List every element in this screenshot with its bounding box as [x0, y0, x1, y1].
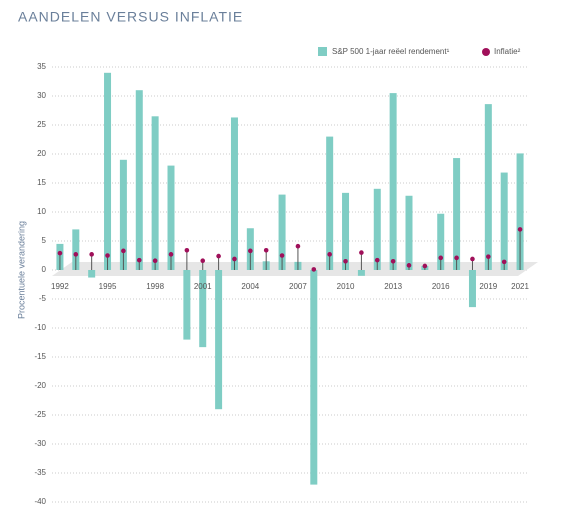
legend-swatch: [318, 47, 327, 56]
bar: [119, 159, 127, 270]
x-tick-label: 2013: [384, 282, 402, 291]
inflation-dot: [57, 250, 63, 256]
bar: [199, 270, 207, 348]
x-tick-label: 2001: [194, 282, 212, 291]
x-tick-label: 2021: [511, 282, 529, 291]
legend-label: S&P 500 1-jaar reëel rendement¹: [332, 47, 450, 56]
bar: [373, 188, 381, 270]
y-tick-label: -5: [39, 294, 47, 303]
inflation-dot: [232, 256, 237, 262]
y-tick-label: 30: [37, 91, 46, 100]
y-tick-label: 25: [37, 120, 46, 129]
bar: [183, 270, 191, 340]
bar: [516, 153, 524, 270]
inflation-dot: [359, 250, 364, 255]
bar: [437, 213, 445, 270]
bar: [310, 270, 318, 485]
y-tick-label: -30: [34, 439, 46, 448]
x-tick-label: 1992: [51, 282, 69, 291]
inflation-dot: [422, 263, 428, 269]
y-tick-label: 0: [42, 265, 47, 274]
bar: [151, 116, 159, 270]
inflation-dot: [216, 253, 221, 259]
inflation-dot: [73, 252, 79, 257]
inflation-dot: [311, 267, 317, 272]
y-tick-label: -10: [34, 323, 46, 332]
y-tick-label: -35: [34, 468, 46, 477]
inflation-dot: [406, 263, 412, 268]
bar: [342, 192, 350, 270]
inflation-dot: [248, 248, 253, 254]
inflation-dot: [136, 257, 142, 263]
x-tick-label: 1995: [99, 282, 117, 291]
y-tick-label: 5: [42, 236, 47, 245]
inflation-dot: [89, 252, 94, 257]
x-tick-label: 2004: [241, 282, 259, 291]
inflation-dot: [295, 243, 301, 249]
inflation-dot: [105, 253, 110, 258]
x-tick-label: 2019: [479, 282, 497, 291]
bar: [167, 165, 175, 270]
inflation-dot: [470, 256, 475, 262]
bar: [88, 270, 96, 278]
inflation-dot: [501, 259, 507, 265]
inflation-dot: [168, 252, 174, 257]
bar: [389, 93, 397, 270]
x-tick-label: 1998: [146, 282, 164, 291]
inflation-dot: [374, 257, 380, 263]
y-axis-label: Procentuele verandering: [16, 221, 26, 319]
bar: [278, 194, 286, 270]
bar: [468, 270, 476, 308]
y-tick-label: -25: [34, 410, 46, 419]
y-tick-label: 15: [37, 178, 46, 187]
bar: [500, 172, 508, 270]
legend-swatch: [482, 48, 490, 56]
bar: [230, 117, 238, 271]
bar: [72, 229, 80, 270]
legend-label: Inflatie²: [494, 47, 521, 56]
y-tick-label: -20: [34, 381, 46, 390]
inflation-dot: [438, 255, 444, 261]
y-tick-label: -40: [34, 497, 46, 506]
x-tick-label: 2016: [432, 282, 450, 291]
bar: [215, 270, 223, 410]
inflation-dot: [390, 259, 396, 264]
inflation-dot: [343, 259, 348, 264]
inflation-dot: [184, 247, 190, 253]
inflation-dot: [454, 255, 459, 261]
bar: [405, 195, 413, 270]
inflation-dot: [121, 248, 126, 254]
inflation-dot: [486, 254, 491, 259]
y-tick-label: -15: [34, 352, 46, 361]
chart-title: AANDELEN VERSUS INFLATIE: [18, 9, 243, 25]
inflation-dot: [279, 253, 285, 258]
inflation-dot: [263, 247, 269, 253]
bar: [326, 136, 334, 270]
bar: [135, 90, 143, 270]
inflation-dot: [327, 252, 332, 257]
inflation-dot: [517, 227, 523, 232]
x-tick-label: 2010: [337, 282, 355, 291]
bar: [357, 270, 365, 276]
y-tick-label: 10: [37, 207, 46, 216]
y-tick-label: 35: [37, 62, 46, 71]
inflation-dot: [152, 258, 158, 264]
bar: [453, 158, 461, 270]
inflation-dot: [200, 258, 206, 264]
bar: [104, 72, 112, 270]
x-tick-label: 2007: [289, 282, 307, 291]
y-tick-label: 20: [37, 149, 46, 158]
bar: [484, 104, 492, 271]
